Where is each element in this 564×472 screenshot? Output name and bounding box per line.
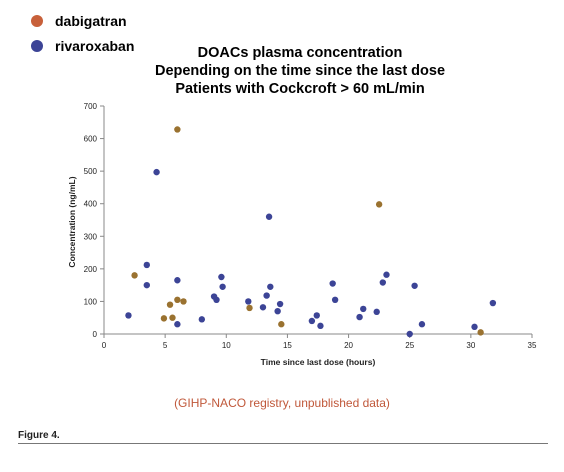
data-point-rivaroxaban: [383, 271, 390, 278]
data-point-dabigatran: [174, 126, 181, 133]
y-tick-label: 200: [84, 265, 98, 274]
chart-title-line-2: Depending on the time since the last dos…: [155, 63, 445, 79]
legend-label-dabigatran: dabigatran: [55, 13, 127, 29]
data-point-rivaroxaban: [331, 296, 339, 303]
y-tick-label: 0: [93, 330, 98, 339]
chart-title-line-1: DOACs plasma concentration: [198, 45, 403, 61]
y-tick-label: 700: [84, 102, 98, 111]
data-point-rivaroxaban: [259, 304, 267, 311]
y-axis-label: Concentration (ng/mL): [67, 176, 77, 267]
data-point-rivaroxaban: [411, 282, 418, 289]
data-point-rivaroxaban: [406, 330, 413, 338]
x-axis-label: Time since last dose (hours): [261, 357, 376, 367]
y-tick-label: 600: [84, 135, 98, 144]
data-point-rivaroxaban: [245, 298, 252, 305]
x-tick-label: 20: [344, 341, 353, 350]
data-point-rivaroxaban: [174, 321, 181, 328]
x-tick-label: 25: [405, 341, 414, 350]
bottom-divider: [18, 443, 548, 444]
chart-title-line-3: Patients with Cockcroft > 60 mL/min: [175, 81, 424, 97]
data-point-dabigatran: [278, 321, 285, 328]
data-point-rivaroxaban: [265, 213, 273, 220]
data-point-rivaroxaban: [125, 312, 132, 319]
figure-caption: Figure 4.: [18, 430, 60, 441]
data-point-rivaroxaban: [317, 322, 324, 330]
data-point-rivaroxaban: [143, 261, 150, 269]
data-point-rivaroxaban: [313, 312, 320, 319]
data-point-dabigatran: [246, 304, 253, 312]
data-point-rivaroxaban: [219, 283, 226, 290]
data-point-rivaroxaban: [471, 323, 478, 331]
x-axis-ticks: 0 5 10 15 20 25 30 35: [102, 334, 537, 350]
x-tick-label: 30: [466, 341, 475, 350]
y-tick-label: 400: [84, 200, 98, 209]
data-point-rivaroxaban: [198, 316, 206, 323]
data-point-rivaroxaban: [276, 300, 284, 308]
data-point-rivaroxaban: [308, 317, 316, 325]
data-point-dabigatran: [174, 296, 181, 303]
data-point-rivaroxaban: [418, 321, 426, 328]
data-point-dabigatran: [477, 329, 484, 336]
data-point-rivaroxaban: [329, 280, 336, 287]
data-point-dabigatran: [160, 315, 168, 322]
x-tick-label: 0: [102, 341, 107, 350]
x-tick-label: 15: [283, 341, 292, 350]
data-points: [125, 126, 497, 338]
data-point-rivaroxaban: [143, 281, 150, 289]
data-point-rivaroxaban: [356, 313, 363, 321]
data-point-rivaroxaban: [274, 308, 281, 315]
data-point-dabigatran: [131, 272, 138, 279]
legend: dabigatran rivaroxaban: [31, 13, 134, 54]
data-point-dabigatran: [169, 314, 176, 321]
data-point-rivaroxaban: [263, 292, 270, 299]
data-point-rivaroxaban: [153, 168, 160, 176]
data-point-dabigatran: [180, 298, 187, 305]
data-point-rivaroxaban: [360, 305, 367, 313]
x-tick-label: 10: [222, 341, 231, 350]
y-tick-label: 300: [84, 232, 98, 241]
data-point-dabigatran: [166, 301, 174, 308]
data-point-rivaroxaban: [267, 283, 274, 290]
x-tick-label: 35: [528, 341, 537, 350]
source-note: (GIHP-NACO registry, unpublished data): [174, 396, 390, 410]
data-point-dabigatran: [375, 201, 383, 208]
data-point-rivaroxaban: [213, 296, 220, 303]
y-axis-ticks: 0 100 200 300 400 500 600 700: [84, 102, 104, 339]
y-tick-label: 100: [84, 297, 98, 306]
data-point-rivaroxaban: [489, 299, 497, 307]
data-point-rivaroxaban: [174, 277, 181, 284]
legend-label-rivaroxaban: rivaroxaban: [55, 38, 134, 54]
data-point-rivaroxaban: [379, 279, 387, 286]
x-tick-label: 5: [163, 341, 168, 350]
y-tick-label: 500: [84, 167, 98, 176]
data-point-rivaroxaban: [218, 273, 225, 281]
data-point-rivaroxaban: [373, 308, 380, 316]
legend-marker-rivaroxaban: [31, 40, 43, 52]
legend-marker-dabigatran: [31, 15, 43, 27]
